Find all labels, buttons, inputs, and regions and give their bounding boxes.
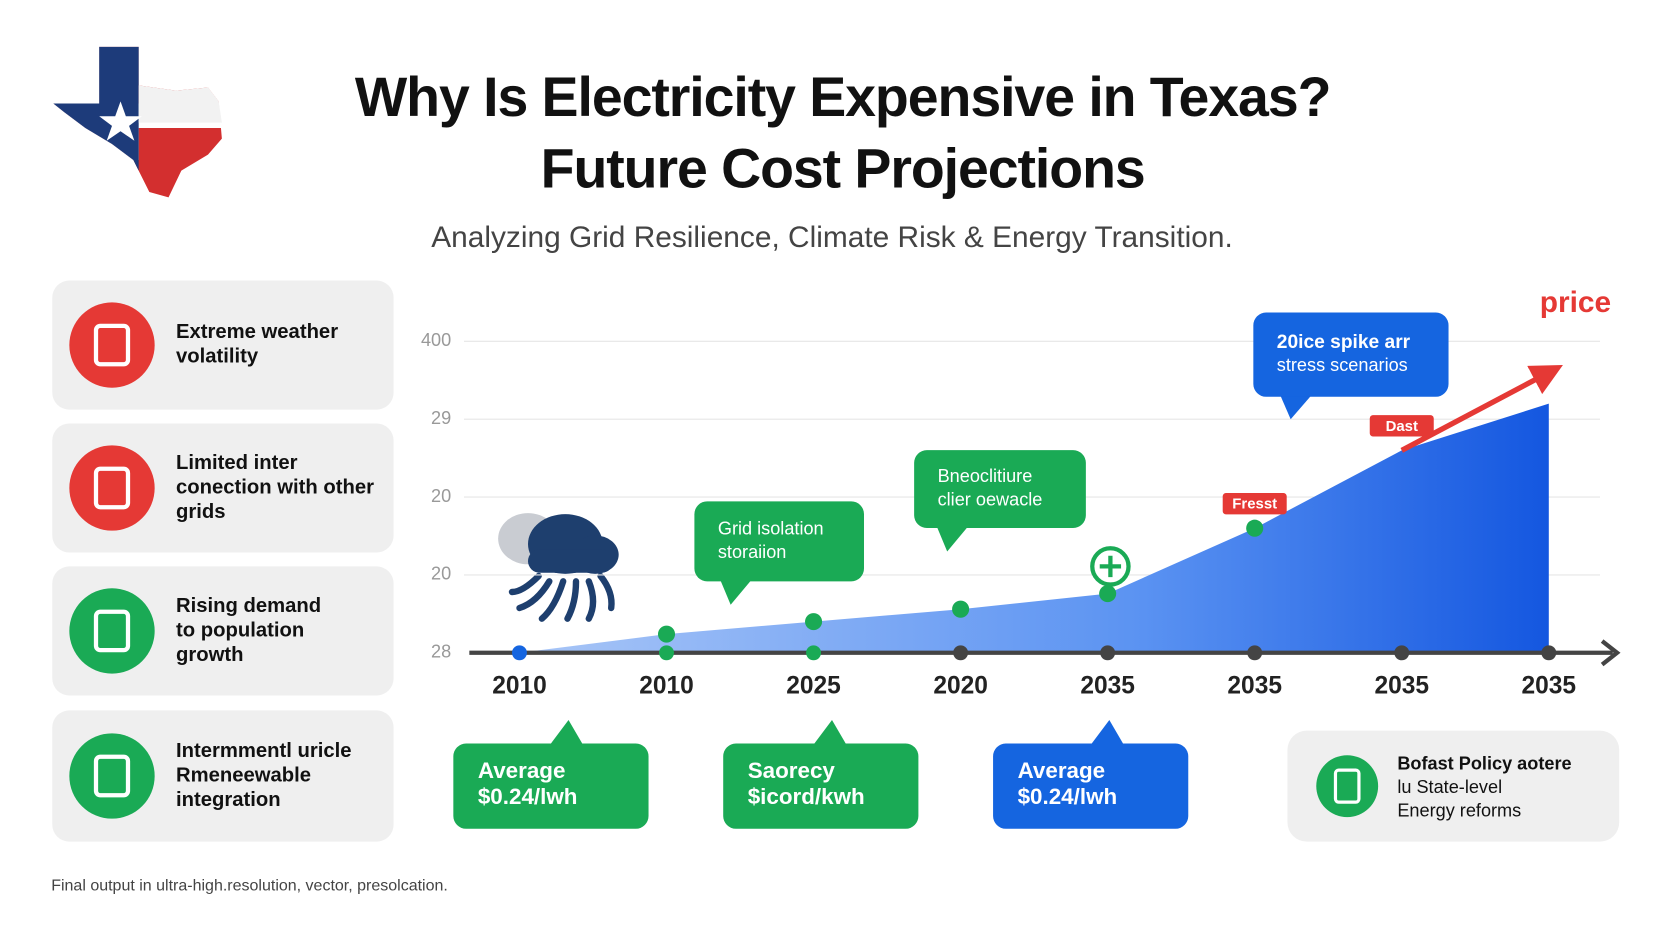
x-tick-label: 2010 [492, 672, 547, 699]
callout-text: stress scenarios [1277, 355, 1408, 375]
factor-icon [69, 588, 155, 674]
data-point [805, 613, 823, 631]
annotation: Fresst [1232, 496, 1277, 513]
summary-box [723, 743, 919, 829]
callout-text: clier oewacle [938, 490, 1043, 510]
factor-icon-glyph [93, 466, 131, 510]
annotation: Dast [1386, 418, 1418, 435]
policy-box [1287, 730, 1620, 842]
factor-icon [69, 445, 155, 531]
policy-text: Bofast Policy aotere [1397, 754, 1571, 774]
data-point [952, 600, 970, 618]
x-tick [512, 645, 527, 661]
callout [914, 450, 1086, 528]
y-tick-label: 28 [431, 642, 451, 662]
callout-tail [936, 525, 969, 552]
factor-icon-glyph [93, 754, 131, 798]
factor-text: conection with other [176, 476, 374, 498]
factor-text: Rising demand [176, 595, 321, 617]
summary-text: Saorecy [748, 758, 836, 783]
x-tick-label: 2035 [1080, 672, 1135, 699]
callout [694, 501, 864, 582]
factor-text: volatility [176, 346, 259, 368]
y-tick-label: 400 [421, 330, 451, 350]
factor-icon-glyph [93, 323, 131, 367]
factor-text: grids [176, 501, 226, 523]
data-point [657, 625, 676, 643]
y-tick-label: 20 [431, 564, 451, 584]
title-line: Why Is Electricity Expensive in Texas? [355, 66, 1330, 128]
summary-tail [812, 720, 847, 746]
summary-tail [549, 720, 584, 746]
summary-text: Average [478, 758, 566, 783]
x-tick-label: 2035 [1227, 672, 1282, 699]
factor-text: integration [176, 789, 281, 811]
x-tick-label: 2035 [1374, 672, 1429, 699]
x-tick [806, 645, 822, 661]
title-line: Future Cost Projections [541, 137, 1145, 199]
y-tick-label: 20 [431, 486, 451, 506]
price-label: price [1540, 286, 1611, 319]
factor-text: to population [176, 619, 304, 641]
summary-text: $icord/kwh [748, 784, 865, 809]
summary-text: $0.24/lwh [478, 784, 578, 809]
summary-tail [1090, 720, 1125, 746]
x-tick-label: 2035 [1522, 672, 1577, 699]
callout [1253, 312, 1449, 397]
factor-icon [69, 302, 155, 388]
callout-text: 20ice spike arr [1277, 332, 1411, 353]
plus-glyph [1099, 555, 1122, 578]
x-tick-label: 2020 [933, 672, 988, 699]
callout-tail [1280, 394, 1312, 420]
price-line [1400, 364, 1563, 453]
annotation-box [1222, 493, 1287, 515]
data-point [1099, 585, 1117, 603]
x-tick-label: 2025 [786, 672, 841, 699]
summary-text: $0.24/lwh [1018, 784, 1118, 809]
summary-box [453, 743, 649, 829]
x-tick-label: 2010 [639, 672, 694, 699]
x-tick [1247, 645, 1263, 661]
factor-icon [69, 733, 155, 819]
policy-text: Energy reforms [1397, 801, 1521, 821]
policy-glyph [1333, 768, 1361, 804]
annotation-box [1369, 415, 1434, 437]
summary-box [993, 743, 1189, 829]
x-tick [1541, 645, 1557, 661]
callout-text: storaiion [718, 542, 787, 562]
policy-icon [1316, 755, 1379, 818]
factor-text: growth [176, 644, 243, 666]
y-tick-label: 29 [431, 408, 451, 428]
x-tick [659, 645, 674, 661]
policy-text: lu State-level [1397, 777, 1502, 797]
factor-text: Rmeneewable [176, 764, 311, 786]
factor-icon-glyph [93, 609, 131, 653]
callout-text: Bneoclitiure [938, 466, 1033, 486]
factor-text: Limited inter [176, 452, 298, 474]
storm-icon [498, 513, 619, 622]
area [519, 403, 1549, 653]
footer: Final output in ultra-high.resolution, v… [51, 878, 448, 895]
x-tick [1394, 645, 1410, 661]
axis-arrow [1600, 639, 1621, 667]
x-tick [953, 645, 969, 661]
subtitle: Analyzing Grid Resilience, Climate Risk … [431, 221, 1233, 254]
callout-text: Grid isolation [718, 518, 824, 538]
texas-icon [53, 46, 222, 198]
factor-text: Extreme weather [176, 321, 338, 343]
factor-text: Intermmentl uricle [176, 740, 352, 762]
summary-text: Average [1018, 758, 1106, 783]
callout-tail [720, 579, 752, 605]
x-tick [1100, 645, 1116, 661]
data-point [1246, 519, 1264, 537]
